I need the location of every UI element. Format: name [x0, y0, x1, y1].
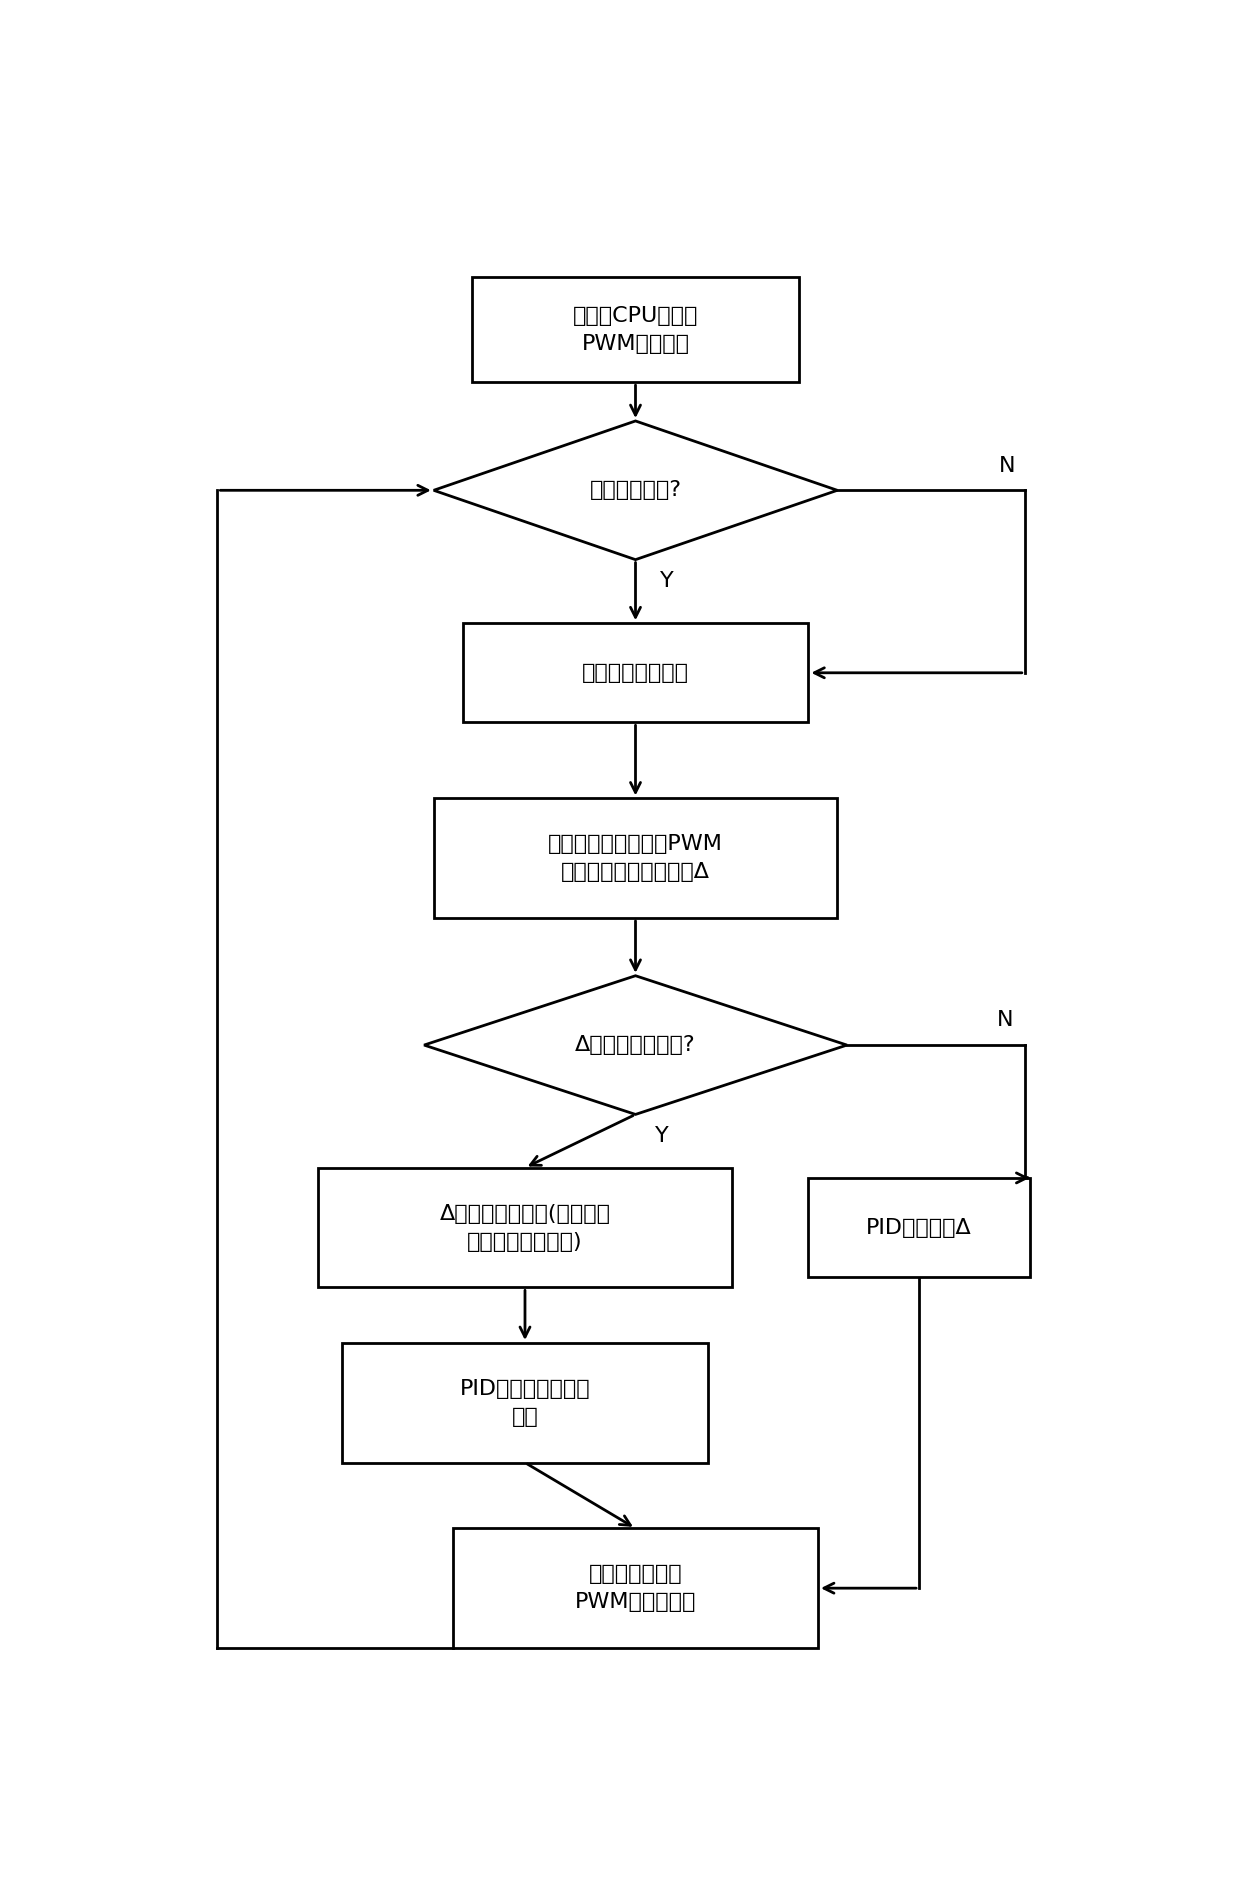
Text: 收到控制指令?: 收到控制指令? — [589, 480, 682, 501]
Polygon shape — [424, 976, 847, 1115]
Text: PID增量等于Δ: PID增量等于Δ — [866, 1217, 972, 1238]
Polygon shape — [342, 1342, 708, 1462]
Polygon shape — [472, 277, 799, 383]
Polygon shape — [319, 1168, 732, 1287]
Text: 通过指令和反馈计算PWM
脉冲输出占空比变化量Δ: 通过指令和反馈计算PWM 脉冲输出占空比变化量Δ — [548, 834, 723, 882]
Text: 刷新寄存器改变
PWM脉冲占空比: 刷新寄存器改变 PWM脉冲占空比 — [575, 1564, 696, 1612]
Text: Y: Y — [660, 571, 673, 592]
Text: Δ等于预设限位值(限位区间
根据实际情况设定): Δ等于预设限位值(限位区间 根据实际情况设定) — [439, 1204, 610, 1251]
Text: PID增量等于预设限
位值: PID增量等于预设限 位值 — [460, 1378, 590, 1428]
Text: N: N — [999, 455, 1016, 476]
Text: N: N — [997, 1011, 1014, 1031]
Text: Δ超出预设限位值?: Δ超出预设限位值? — [575, 1035, 696, 1054]
Polygon shape — [434, 421, 837, 559]
Polygon shape — [434, 798, 837, 918]
Polygon shape — [808, 1177, 1029, 1278]
Text: Y: Y — [655, 1126, 668, 1145]
Polygon shape — [453, 1528, 818, 1648]
Text: 初始化CPU时钟和
PWM脉冲信号: 初始化CPU时钟和 PWM脉冲信号 — [573, 305, 698, 355]
Text: 获取当前位置反馈: 获取当前位置反馈 — [582, 664, 689, 683]
Polygon shape — [463, 624, 808, 722]
